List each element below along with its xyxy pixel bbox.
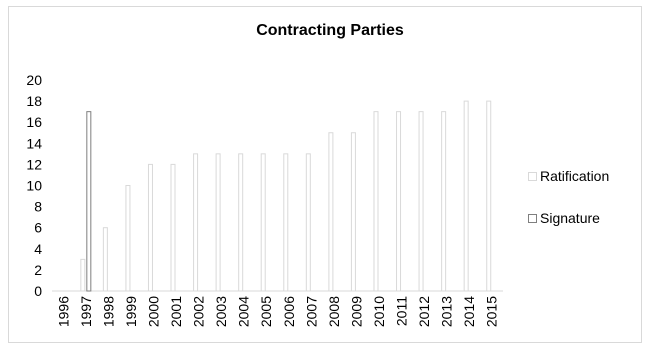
bar-signature [86,111,92,292]
x-tick-label: 2002 [191,296,207,327]
y-tick-label: 2 [34,262,42,278]
bar-ratification [238,153,244,292]
legend: Ratification Signature [528,166,609,250]
legend-swatch-signature [528,213,537,223]
bar-ratification [418,111,424,292]
bar-ratification [328,132,334,292]
x-tick-label: 2007 [303,296,319,327]
y-tick-label: 0 [34,283,42,299]
legend-swatch-ratification [528,171,537,181]
bar-ratification [283,153,289,292]
y-tick-label: 8 [34,199,42,215]
y-tick-label: 16 [26,114,42,130]
y-tick-label: 20 [26,72,42,88]
y-tick-label: 6 [34,220,42,236]
x-tick-label: 2008 [326,296,342,327]
bar-ratification [350,132,356,292]
legend-label-signature: Signature [540,210,600,226]
x-tick-label: 1997 [78,296,94,327]
bar-ratification [125,185,131,292]
x-tick-label: 2004 [236,296,252,327]
bar-ratification [396,111,402,292]
bar-ratification [170,163,176,292]
bar-ratification [215,153,221,292]
x-tick-label: 2012 [416,296,432,327]
legend-item-ratification: Ratification [528,166,609,186]
bar-ratification [463,100,469,292]
x-tick-label: 1998 [100,296,116,327]
bar-ratification [80,258,86,292]
x-tick-label: 2010 [371,296,387,327]
x-tick-label: 1999 [123,296,139,327]
chart-title: Contracting Parties [256,22,404,39]
bar-ratification [102,227,108,292]
x-tick-label: 2013 [439,296,455,327]
bar-ratification [147,163,153,292]
y-tick-label: 18 [26,93,42,109]
bar-ratification [260,153,266,292]
bar-ratification [373,111,379,292]
x-tick-label: 2003 [213,296,229,327]
x-tick-label: 2014 [461,296,477,327]
y-tick-label: 4 [34,241,42,257]
legend-item-signature: Signature [528,208,609,228]
bar-ratification [193,153,199,292]
y-tick-label: 14 [26,135,42,151]
legend-label-ratification: Ratification [540,168,610,184]
x-tick-label: 2011 [394,296,410,326]
bar-ratification [305,153,311,292]
x-tick-label: 2000 [145,296,161,327]
x-tick-label: 2009 [348,296,364,327]
y-tick-label: 12 [26,156,42,172]
bar-ratification [441,111,447,292]
x-tick-label: 2006 [281,296,297,327]
x-tick-label: 2015 [484,296,500,327]
y-tick-label: 10 [26,178,42,194]
x-tick-label: 1996 [55,296,71,327]
bar-ratification [486,100,492,292]
x-tick-label: 2005 [258,296,274,327]
x-tick-label: 2001 [168,296,184,327]
